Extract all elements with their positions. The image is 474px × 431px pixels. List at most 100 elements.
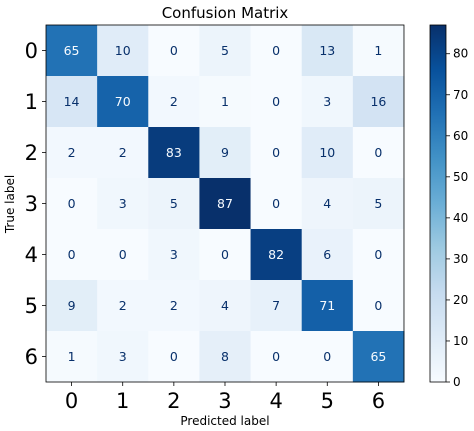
cell-value-label: 0 <box>119 247 127 262</box>
heatmap-cell <box>352 280 405 332</box>
heatmap-cell <box>148 25 200 77</box>
heatmap-cell <box>148 178 200 230</box>
colorbar-tick-label: 80 <box>453 47 468 61</box>
cell-value-label: 0 <box>272 94 280 109</box>
y-tick-label: 3 <box>25 192 38 216</box>
colorbar-tick-label: 20 <box>453 293 468 307</box>
heatmap-cell <box>97 280 149 332</box>
cell-value-label: 4 <box>323 196 331 211</box>
heatmap-cell <box>352 76 405 128</box>
cell-value-label: 71 <box>319 298 335 313</box>
cell-value-label: 2 <box>170 298 178 313</box>
cell-value-label: 1 <box>374 43 382 58</box>
x-tick-label: 2 <box>167 389 180 413</box>
colorbar-tick-label: 50 <box>453 170 468 184</box>
cell-value-label: 0 <box>170 349 178 364</box>
x-axis-label: Predicted label <box>180 414 269 428</box>
heatmap-cell <box>97 178 149 230</box>
cell-value-label: 14 <box>64 94 80 109</box>
cell-value-label: 8 <box>221 349 229 364</box>
heatmap-cell <box>301 25 354 77</box>
cell-value-label: 3 <box>323 94 331 109</box>
heatmap-cell <box>46 229 98 281</box>
cell-value-label: 82 <box>268 247 284 262</box>
cell-value-label: 5 <box>374 196 382 211</box>
heatmap-cell <box>97 25 149 77</box>
colorbar-tick-label: 0 <box>453 375 461 389</box>
heatmap-cell <box>46 280 98 332</box>
cell-value-label: 13 <box>319 43 335 58</box>
cell-value-label: 1 <box>221 94 229 109</box>
cell-value-label: 0 <box>68 196 76 211</box>
cell-value-label: 2 <box>119 145 127 160</box>
heatmap-cell <box>250 331 303 383</box>
heatmap-cell <box>250 25 303 77</box>
x-tick-labels: 0 1 2 3 4 5 6 <box>65 382 385 413</box>
cell-value-label: 0 <box>221 247 229 262</box>
colorbar-tick-label: 10 <box>453 334 468 348</box>
heatmap-cells: 65 10 0 5 0 13 114 70 2 1 0 3 162 2 83 9 0 10 00 3 5 87 0 4 50 0 3… <box>45 24 405 383</box>
colorbar <box>429 24 447 383</box>
cell-value-label: 83 <box>166 145 182 160</box>
heatmap-cell <box>97 331 149 383</box>
cell-value-label: 5 <box>221 43 229 58</box>
heatmap-cell <box>352 127 405 179</box>
heatmap-cell <box>352 25 405 77</box>
cell-value-label: 3 <box>119 349 127 364</box>
x-tick-label: 4 <box>269 389 282 413</box>
heatmap-cell <box>148 127 200 179</box>
x-tick-label: 5 <box>321 389 334 413</box>
heatmap-cell <box>97 127 149 179</box>
heatmap-cell <box>199 25 252 77</box>
heatmap-cell <box>301 280 354 332</box>
cell-value-label: 3 <box>170 247 178 262</box>
cell-value-label: 10 <box>319 145 335 160</box>
heatmap-cell <box>97 76 149 128</box>
colorbar-tick-label: 40 <box>453 211 468 225</box>
cell-value-label: 0 <box>374 298 382 313</box>
cell-value-label: 65 <box>370 349 386 364</box>
y-tick-label: 6 <box>25 345 38 369</box>
colorbar-tick-label: 30 <box>453 252 468 266</box>
cell-value-label: 2 <box>68 145 76 160</box>
y-axis-label: True label <box>3 175 17 234</box>
cell-value-label: 70 <box>115 94 131 109</box>
heatmap-cell <box>250 178 303 230</box>
x-tick-label: 3 <box>218 389 231 413</box>
cell-value-label: 1 <box>68 349 76 364</box>
cell-value-label: 65 <box>64 43 80 58</box>
heatmap-cell <box>46 76 98 128</box>
cell-value-label: 2 <box>170 94 178 109</box>
heatmap-cell <box>97 229 149 281</box>
y-tick-label: 0 <box>25 39 38 63</box>
heatmap-cell <box>250 280 303 332</box>
heatmap-cell <box>46 25 98 77</box>
heatmap-cell <box>301 76 354 128</box>
heatmap-cell <box>352 331 405 383</box>
cell-value-label: 16 <box>370 94 386 109</box>
colorbar-tick-label: 70 <box>453 88 468 102</box>
y-tick-label: 1 <box>25 90 38 114</box>
cell-value-label: 0 <box>170 43 178 58</box>
heatmap-cell <box>301 331 354 383</box>
heatmap-cell <box>148 280 200 332</box>
y-tick-label: 4 <box>25 243 38 267</box>
cell-value-label: 0 <box>374 145 382 160</box>
cell-value-label: 87 <box>217 196 233 211</box>
heatmap-cell <box>301 178 354 230</box>
cell-value-label: 0 <box>272 349 280 364</box>
x-tick-label: 0 <box>65 389 78 413</box>
x-tick-label: 6 <box>372 389 385 413</box>
heatmap-cell <box>250 229 303 281</box>
cell-value-label: 3 <box>119 196 127 211</box>
cell-value-label: 9 <box>68 298 76 313</box>
heatmap-cell <box>199 127 252 179</box>
cell-value-label: 0 <box>272 196 280 211</box>
cell-value-label: 7 <box>272 298 280 313</box>
heatmap-cell <box>352 229 405 281</box>
y-tick-label: 2 <box>25 141 38 165</box>
heatmap-cell <box>250 76 303 128</box>
heatmap-cell <box>46 178 98 230</box>
heatmap-cell <box>148 76 200 128</box>
